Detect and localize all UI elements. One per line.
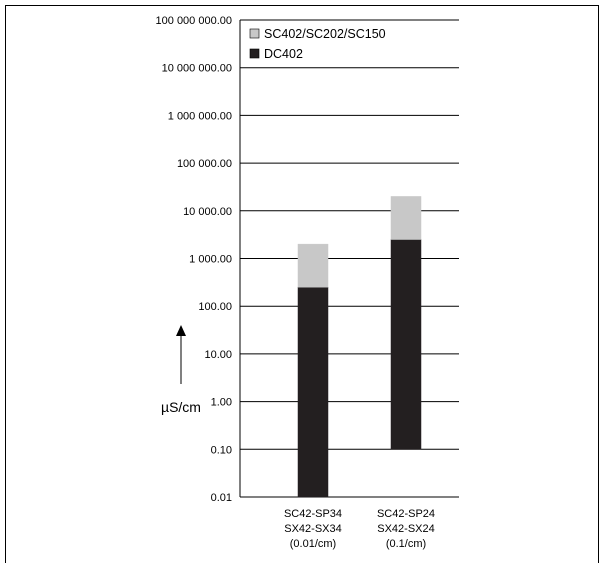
arrow-head-icon <box>176 325 186 336</box>
bar-sc402-sc202-sc150-2 <box>390 196 422 240</box>
y-tick-label: 100 000.00 <box>177 158 232 170</box>
y-tick-label: 100 000 000.00 <box>156 15 232 27</box>
x-category-label: SC42-SP24 <box>377 508 435 520</box>
legend-swatch <box>249 28 260 39</box>
x-category-label: SX42-SX34 <box>284 523 341 535</box>
y-axis-label-group: µS/cm <box>161 325 201 415</box>
y-tick-label: 10.00 <box>204 349 232 361</box>
bar-dc402-2 <box>390 239 422 450</box>
y-tick-label: 0.10 <box>211 444 232 456</box>
x-category-label: (0.01/cm) <box>290 538 336 550</box>
x-category-label: SC42-SP34 <box>284 508 342 520</box>
y-tick-label: 0.01 <box>211 492 232 504</box>
x-category-label: SX42-SX24 <box>377 523 434 535</box>
x-category-label: (0.1/cm) <box>386 538 426 550</box>
y-tick-label: 10 000 000.00 <box>162 63 232 75</box>
legend-label: DC402 <box>264 47 303 61</box>
legend-label: SC402/SC202/SC150 <box>264 27 386 41</box>
y-tick-label: 1 000 000.00 <box>168 110 232 122</box>
y-tick-label: 1.00 <box>211 397 232 409</box>
y-axis-label: µS/cm <box>161 399 201 415</box>
legend-swatch <box>249 48 260 59</box>
chart-frame <box>5 5 599 563</box>
bar-dc402-1 <box>297 286 329 498</box>
y-tick-label: 10 000.00 <box>183 206 232 218</box>
bar-sc402-sc202-sc150-1 <box>297 243 329 288</box>
y-tick-label: 100.00 <box>198 301 232 313</box>
legend: SC402/SC202/SC150 DC402 <box>249 27 386 61</box>
y-tick-label: 1 000.00 <box>189 254 232 266</box>
